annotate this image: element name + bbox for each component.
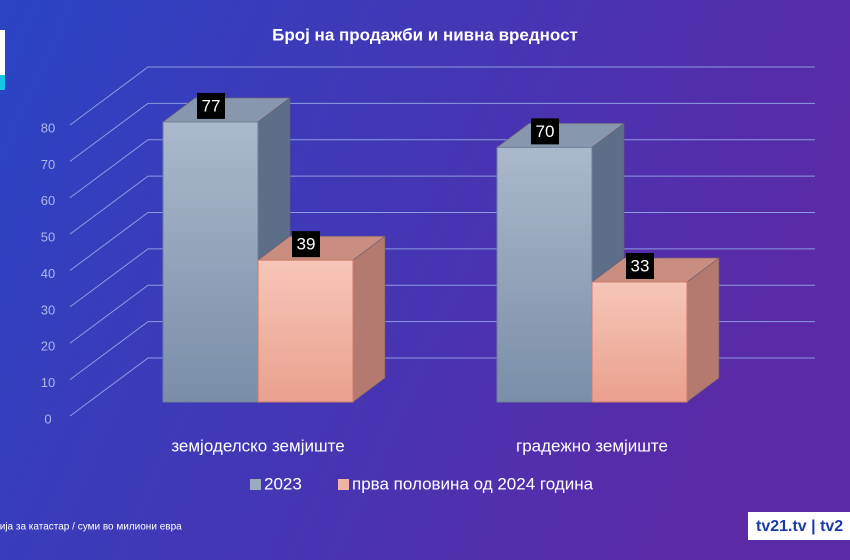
legend-label: 2023 [264, 474, 302, 493]
legend-swatch [338, 479, 349, 490]
logo-fragment [0, 75, 5, 90]
bar-side [686, 257, 720, 403]
y-tick-label: 10 [41, 375, 55, 390]
y-tick-label: 40 [41, 266, 55, 281]
bar-side [352, 235, 386, 403]
value-label: 77 [202, 96, 221, 115]
value-label-box [197, 92, 225, 119]
legend-swatch [250, 479, 261, 490]
grid-line [69, 66, 815, 126]
value-label-box [626, 252, 654, 279]
x-tick-label: градежно земјиште [516, 436, 668, 455]
y-tick-label: 30 [41, 302, 55, 317]
value-label: 70 [536, 122, 555, 141]
value-label-box [292, 231, 320, 258]
value-label: 39 [297, 235, 316, 254]
bar-front [591, 281, 688, 403]
plot: 0 10 20 30 40 50 60 70 80 земјоделско земјиште 77 3… [41, 66, 815, 493]
y-tick-label: 50 [41, 230, 55, 245]
value-label: 33 [631, 256, 650, 275]
y-tick-label: 80 [41, 120, 55, 135]
bar-front [162, 121, 259, 403]
legend-label: прва половина од 2024 година [352, 474, 594, 493]
x-tick-label: земјоделско земјиште [171, 436, 344, 455]
logo-fragment [0, 30, 5, 75]
bar-front [257, 259, 354, 403]
y-tick-label: 0 [44, 411, 51, 426]
value-label-box [531, 118, 559, 145]
logo: tv21.tv | tv2 [756, 518, 843, 535]
y-tick-label: 60 [41, 193, 55, 208]
chart-title: Број на продажби и нивна вредност [272, 25, 578, 44]
y-tick-label: 70 [41, 157, 55, 172]
bar [257, 235, 386, 403]
grid-line [69, 102, 815, 162]
bar-front [496, 146, 593, 403]
source-note: ција за катастар / суми во милиони евра [0, 522, 182, 533]
bar [591, 257, 720, 403]
y-tick-label: 20 [41, 339, 55, 354]
logo-box [748, 512, 850, 540]
